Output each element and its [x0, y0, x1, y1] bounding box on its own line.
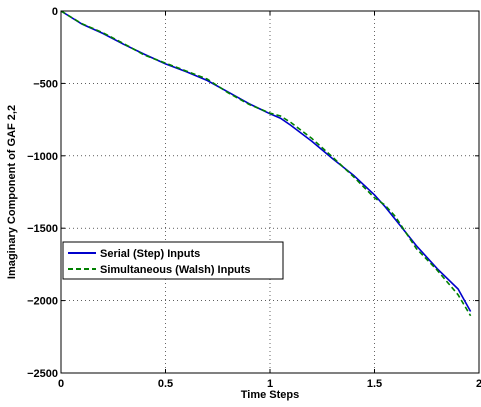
series-lines	[60, 10, 472, 317]
y-tick-label: −500	[33, 78, 58, 90]
x-axis-label: Time Steps	[241, 389, 300, 401]
axis-ticks: 0 0.5 1 1.5 2 0 −500 −1000 −1500 −2000 −2500	[27, 6, 481, 390]
x-tick-label: 0.5	[158, 378, 173, 390]
x-tick-label: 1.5	[367, 378, 382, 390]
y-tick-label: −1500	[27, 223, 58, 235]
y-tick-label: 0	[52, 6, 58, 18]
y-tick-label: −1000	[27, 151, 58, 163]
y-axis-label: Imaginary Component of GAF 2,2	[6, 105, 18, 279]
legend: Serial (Step) Inputs Simultaneous (Walsh…	[62, 241, 284, 280]
series-line-simultaneous	[60, 10, 472, 317]
x-tick-label: 0	[58, 378, 64, 390]
x-tick-label: 1	[267, 378, 273, 390]
legend-label-serial: Serial (Step) Inputs	[100, 248, 200, 260]
y-tick-label: −2000	[27, 296, 58, 308]
grid-lines	[61, 11, 479, 373]
legend-label-simultaneous: Simultaneous (Walsh) Inputs	[100, 264, 251, 276]
legend-box	[62, 241, 284, 280]
x-tick-label: 2	[476, 378, 481, 390]
y-tick-label: −2500	[27, 368, 58, 380]
